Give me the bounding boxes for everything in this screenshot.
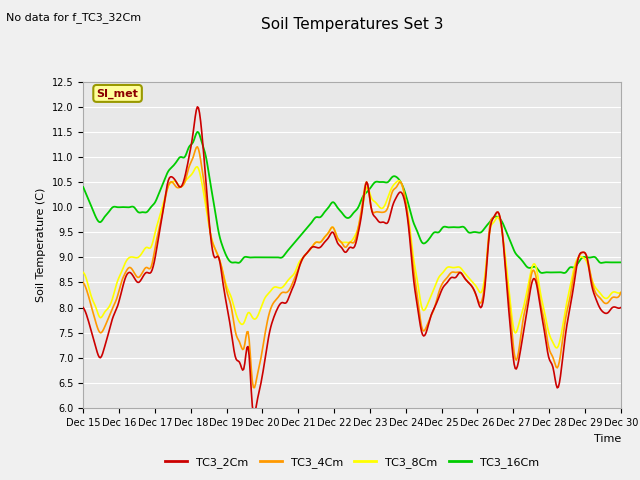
TC3_16Cm [336, 207, 344, 213]
TC3_2Cm [522, 315, 530, 321]
Y-axis label: Soil Temperature (C): Soil Temperature (C) [36, 188, 46, 302]
TC3_16Cm [401, 187, 408, 193]
TC3_8Cm [339, 240, 347, 245]
TC3_16Cm [560, 270, 568, 276]
TC3_2Cm [617, 305, 625, 311]
TC3_2Cm [340, 248, 348, 254]
TC3_8Cm [336, 239, 344, 244]
Line: TC3_2Cm: TC3_2Cm [83, 107, 621, 414]
TC3_2Cm [606, 307, 614, 313]
Line: TC3_8Cm: TC3_8Cm [83, 167, 621, 348]
TC3_2Cm [401, 201, 409, 207]
TC3_16Cm [521, 262, 529, 267]
TC3_4Cm [337, 239, 344, 244]
Text: Soil Temperatures Set 3: Soil Temperatures Set 3 [260, 17, 444, 32]
TC3_8Cm [193, 164, 201, 170]
TC3_4Cm [372, 209, 380, 215]
TC3_2Cm [337, 244, 344, 250]
TC3_4Cm [79, 279, 87, 285]
TC3_16Cm [193, 129, 201, 135]
Text: Time: Time [593, 434, 621, 444]
TC3_8Cm [521, 299, 529, 304]
TC3_8Cm [371, 199, 379, 205]
TC3_8Cm [79, 270, 87, 276]
TC3_4Cm [251, 385, 259, 391]
TC3_16Cm [371, 179, 379, 185]
TC3_4Cm [606, 297, 614, 303]
TC3_2Cm [372, 216, 380, 221]
TC3_4Cm [522, 303, 530, 309]
TC3_8Cm [552, 345, 560, 351]
TC3_4Cm [193, 144, 201, 150]
TC3_2Cm [193, 104, 201, 109]
TC3_8Cm [606, 292, 614, 298]
Line: TC3_4Cm: TC3_4Cm [83, 147, 621, 388]
Legend: TC3_2Cm, TC3_4Cm, TC3_8Cm, TC3_16Cm: TC3_2Cm, TC3_4Cm, TC3_8Cm, TC3_16Cm [161, 452, 543, 472]
TC3_2Cm [251, 411, 259, 417]
TC3_16Cm [79, 184, 87, 190]
Text: No data for f_TC3_32Cm: No data for f_TC3_32Cm [6, 12, 141, 23]
TC3_16Cm [339, 211, 347, 217]
TC3_2Cm [79, 305, 87, 311]
TC3_16Cm [606, 260, 614, 265]
TC3_4Cm [617, 289, 625, 295]
TC3_16Cm [617, 260, 625, 265]
TC3_4Cm [340, 243, 348, 249]
TC3_4Cm [401, 197, 409, 203]
TC3_8Cm [401, 191, 408, 197]
Line: TC3_16Cm: TC3_16Cm [83, 132, 621, 273]
TC3_8Cm [617, 289, 625, 295]
Text: SI_met: SI_met [97, 88, 138, 98]
